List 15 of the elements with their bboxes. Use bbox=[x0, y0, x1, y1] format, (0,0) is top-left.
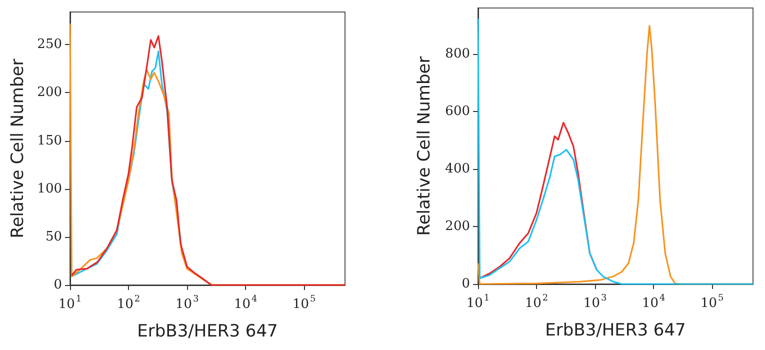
y-tick-label: 400 bbox=[445, 162, 470, 176]
y-tick-label: 200 bbox=[445, 219, 470, 234]
y-tick-label: 200 bbox=[37, 85, 62, 100]
y-tick-label: 800 bbox=[445, 46, 470, 62]
y-tick-label: 0 bbox=[462, 276, 470, 292]
y-axis-title: Relative Cell Number bbox=[8, 58, 28, 238]
x-axis-title: ErbB3/HER3 647 bbox=[545, 320, 686, 340]
y-tick-label: 100 bbox=[37, 181, 62, 196]
y-axis-title: Relative Cell Number bbox=[414, 56, 434, 236]
y-tick-label: 150 bbox=[37, 133, 62, 148]
y-tick-label: 50 bbox=[45, 229, 62, 244]
x-axis-title: ErbB3/HER3 647 bbox=[137, 322, 278, 342]
y-tick-label: 0 bbox=[54, 278, 62, 292]
y-tick-label: 600 bbox=[445, 104, 470, 119]
y-tick-label: 250 bbox=[37, 37, 62, 52]
